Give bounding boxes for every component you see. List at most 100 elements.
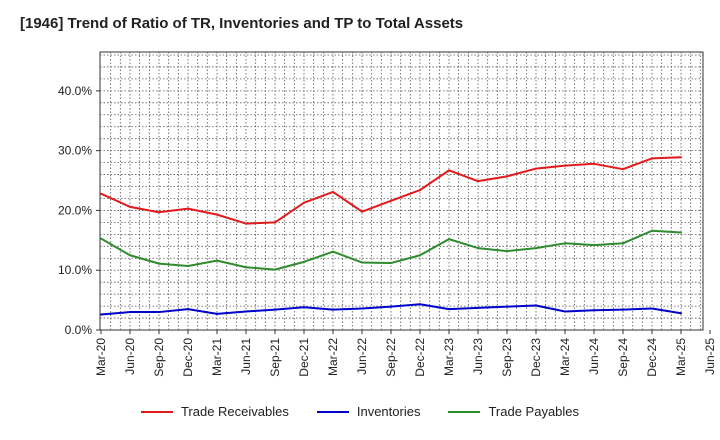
x-tick-label: Sep-21 [268, 338, 282, 377]
data-point-trade-receivables [187, 207, 189, 210]
data-point-trade-receivables [506, 175, 508, 178]
y-tick-label: 0.0% [65, 323, 93, 337]
data-point-trade-payables [274, 268, 276, 271]
plot-area [99, 51, 704, 331]
data-point-trade-receivables [651, 157, 653, 160]
x-tick-label: Mar-25 [674, 338, 688, 376]
legend-swatch [316, 410, 349, 413]
data-point-trade-payables [303, 260, 305, 263]
x-tick-label: Jun-22 [355, 338, 369, 375]
data-point-trade-receivables [593, 162, 595, 165]
data-point-trade-payables [622, 242, 624, 245]
x-tick-label: Sep-20 [152, 338, 166, 377]
x-tick-label: Mar-20 [94, 338, 108, 376]
data-point-trade-receivables [564, 164, 566, 167]
data-point-trade-payables [680, 231, 682, 234]
data-point-inventories [303, 306, 305, 309]
data-point-trade-receivables [622, 168, 624, 171]
data-point-trade-receivables [535, 167, 537, 170]
x-tick-label: Dec-22 [413, 338, 427, 377]
x-tick-label: Dec-24 [645, 338, 659, 377]
data-point-inventories [622, 308, 624, 311]
data-point-inventories [448, 308, 450, 311]
y-tick-label: 10.0% [58, 263, 92, 277]
y-tick-label: 40.0% [58, 84, 92, 98]
data-point-inventories [564, 310, 566, 313]
x-tick-label: Mar-21 [210, 338, 224, 376]
x-tick-label: Jun-24 [587, 338, 601, 375]
data-point-inventories [216, 312, 218, 315]
data-point-trade-receivables [158, 211, 160, 214]
data-point-trade-receivables [100, 192, 102, 195]
x-tick-label: Sep-24 [616, 338, 630, 377]
x-tick-label: Mar-24 [558, 338, 572, 376]
data-point-inventories [158, 311, 160, 314]
x-tick-label: Jun-23 [471, 338, 485, 375]
data-point-trade-payables [332, 250, 334, 253]
data-point-trade-receivables [448, 169, 450, 172]
data-point-trade-receivables [274, 221, 276, 224]
data-point-trade-payables [100, 237, 102, 240]
x-tick-label: Dec-21 [297, 338, 311, 377]
data-point-trade-payables [361, 261, 363, 264]
x-tick-label: Jun-25 [703, 338, 717, 375]
data-point-trade-payables [477, 247, 479, 250]
data-point-trade-receivables [477, 180, 479, 183]
data-point-trade-receivables [680, 156, 682, 159]
legend-item-trade-receivables: Trade Receivables [140, 404, 289, 419]
x-tick-label: Dec-20 [181, 338, 195, 377]
data-point-inventories [332, 308, 334, 311]
legend-label: Trade Payables [488, 404, 580, 419]
x-tick-label: Sep-22 [384, 338, 398, 377]
data-point-trade-payables [419, 254, 421, 257]
data-point-trade-receivables [390, 199, 392, 202]
y-tick-label: 20.0% [58, 203, 92, 217]
data-point-trade-payables [651, 229, 653, 232]
data-point-inventories [506, 305, 508, 308]
legend-swatch [140, 410, 173, 413]
data-point-inventories [274, 308, 276, 311]
data-point-inventories [680, 312, 682, 315]
x-tick-label: Mar-22 [326, 338, 340, 376]
data-point-trade-receivables [303, 201, 305, 204]
legend-item-inventories: Inventories [316, 404, 420, 419]
x-tick-label: Jun-20 [123, 338, 137, 375]
data-point-trade-receivables [216, 213, 218, 216]
data-point-inventories [390, 305, 392, 308]
y-tick-label: 30.0% [58, 144, 92, 158]
data-point-trade-payables [535, 247, 537, 250]
data-point-trade-payables [187, 265, 189, 268]
data-point-trade-payables [158, 262, 160, 265]
data-point-inventories [129, 311, 131, 314]
data-point-trade-payables [245, 266, 247, 269]
x-tick-label: Mar-23 [442, 338, 456, 376]
x-axis: Mar-20 Jun-20 Sep-20 Dec-20 Mar-21 Jun-21 Sep-… [94, 330, 717, 377]
chart-title: [1946] Trend of Ratio of TR, Inventories… [20, 15, 464, 32]
data-point-trade-payables [448, 238, 450, 241]
series-layer [100, 156, 682, 316]
data-point-inventories [361, 307, 363, 310]
legend-item-trade-payables: Trade Payables [448, 404, 579, 419]
data-point-trade-receivables [129, 205, 131, 208]
legend-label: Trade Receivables [180, 404, 289, 419]
data-point-trade-payables [593, 244, 595, 247]
data-point-trade-payables [390, 262, 392, 265]
x-tick-label: Dec-23 [529, 338, 543, 377]
data-point-inventories [100, 313, 102, 316]
data-point-trade-payables [129, 254, 131, 257]
legend-swatch [448, 410, 481, 413]
data-point-inventories [245, 310, 247, 313]
x-tick-label: Sep-23 [500, 338, 514, 377]
grid-lines [100, 52, 703, 330]
data-point-trade-receivables [419, 189, 421, 192]
data-point-trade-payables [564, 242, 566, 245]
data-point-inventories [187, 308, 189, 311]
x-tick-label: Jun-21 [239, 338, 253, 375]
data-point-trade-receivables [245, 222, 247, 225]
data-point-trade-receivables [361, 210, 363, 213]
data-point-trade-payables [506, 250, 508, 253]
data-point-inventories [535, 304, 537, 307]
data-point-trade-payables [216, 259, 218, 262]
data-point-inventories [477, 306, 479, 309]
